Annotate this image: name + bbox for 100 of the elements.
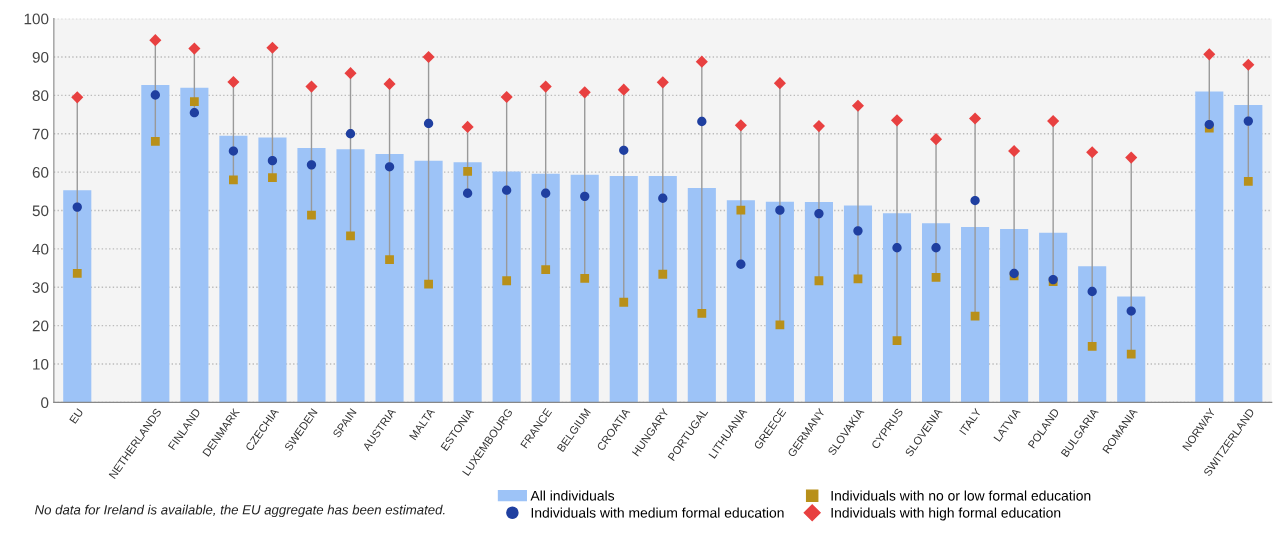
point (72, 269, 82, 278)
bar (804, 202, 833, 403)
bar (336, 149, 365, 403)
point (149, 34, 162, 47)
point (892, 243, 902, 253)
bar (609, 176, 638, 403)
legend-label: Individuals with high formal education (831, 507, 1061, 521)
point (1086, 146, 1099, 159)
bar (765, 201, 794, 403)
legend-label: Individuals with no or low formal education (831, 490, 1091, 501)
point (578, 86, 591, 99)
bar (648, 176, 677, 403)
legend-label: Individuals with medium formal education (531, 507, 784, 518)
point (1087, 341, 1097, 351)
point (189, 108, 200, 118)
point (853, 274, 863, 284)
point (736, 259, 746, 269)
bar (1039, 232, 1068, 403)
point (1243, 176, 1253, 186)
point (1125, 151, 1138, 164)
point (617, 83, 630, 96)
bar (141, 85, 170, 403)
point (463, 167, 473, 176)
point (306, 160, 317, 170)
y-tick-label: 40 (32, 243, 49, 255)
point (539, 80, 552, 93)
point (150, 90, 160, 100)
point (812, 120, 825, 133)
point (305, 80, 318, 93)
point (619, 297, 629, 307)
y-tick-label: 80 (32, 90, 49, 102)
point (970, 195, 980, 206)
point (500, 90, 513, 103)
point (307, 210, 316, 220)
point (228, 146, 239, 156)
point (775, 205, 785, 215)
point (1126, 306, 1136, 316)
point (72, 202, 82, 212)
point (697, 308, 707, 318)
y-tick-label: 60 (32, 167, 49, 178)
point (268, 173, 277, 182)
y-tick-label: 30 (32, 282, 49, 293)
point (1008, 145, 1021, 158)
bar (921, 223, 951, 403)
point (1242, 58, 1255, 71)
point (462, 188, 473, 198)
point (697, 116, 707, 127)
point (188, 42, 201, 55)
bar (297, 147, 326, 403)
bar (1117, 296, 1146, 403)
bar (180, 87, 209, 403)
point (344, 67, 357, 80)
point (1047, 115, 1060, 128)
y-tick-label: 0 (41, 397, 49, 409)
y-tick-label: 70 (32, 128, 49, 140)
point (695, 55, 708, 68)
bar (687, 187, 716, 403)
point (734, 119, 747, 132)
bar (219, 135, 248, 403)
bar (1000, 228, 1029, 403)
point (931, 243, 941, 253)
point (229, 175, 238, 185)
point (541, 188, 551, 198)
bar (375, 154, 404, 403)
point (266, 41, 279, 54)
point (931, 272, 941, 282)
point (345, 129, 356, 139)
point (422, 50, 435, 64)
bar (1234, 105, 1263, 403)
bar (1078, 266, 1107, 403)
text: No data for Ireland is available, the EU aggregate has been estimated. (35, 504, 445, 518)
point (1087, 286, 1097, 297)
point (580, 191, 590, 201)
point (461, 120, 474, 133)
point (501, 185, 512, 195)
point (346, 231, 355, 241)
point (385, 255, 394, 265)
point (1204, 119, 1214, 130)
bar (492, 171, 521, 403)
point (71, 91, 84, 104)
point (890, 114, 904, 127)
point (853, 226, 863, 236)
y-tick-label: 100 (24, 13, 49, 25)
point (1126, 349, 1136, 359)
bar (1195, 91, 1224, 403)
point (580, 274, 590, 283)
bar (453, 162, 482, 403)
x-tick-label: EU (69, 408, 84, 424)
bar (570, 174, 599, 403)
point (814, 208, 824, 219)
bar (531, 173, 560, 403)
point (189, 97, 199, 106)
point (1243, 116, 1253, 126)
point (384, 162, 395, 172)
point (227, 75, 240, 89)
point (383, 77, 396, 90)
point (267, 155, 278, 166)
bar (882, 213, 912, 403)
point (929, 133, 943, 146)
point (736, 205, 746, 215)
